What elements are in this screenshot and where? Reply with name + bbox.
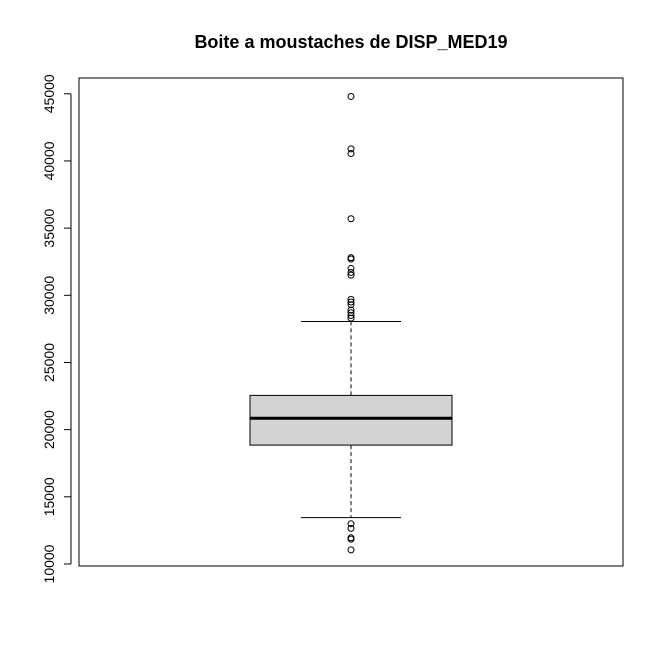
iqr-box bbox=[249, 394, 453, 446]
outlier-point bbox=[347, 271, 355, 279]
y-axis: 10000 15000 20000 25000 30000 35000 40000 45000 bbox=[41, 74, 72, 583]
outlier-point bbox=[347, 255, 355, 263]
outlier-point bbox=[347, 268, 355, 276]
y-tick-label: 25000 bbox=[41, 343, 57, 382]
outliers bbox=[347, 92, 355, 554]
y-tick-label: 35000 bbox=[41, 208, 57, 247]
outlier-point bbox=[347, 309, 355, 317]
outlier-point bbox=[347, 520, 355, 528]
outlier-point bbox=[347, 311, 355, 319]
outlier-point bbox=[347, 306, 355, 314]
plot-frame bbox=[78, 77, 624, 567]
y-tick-label: 15000 bbox=[41, 477, 57, 516]
outlier-point bbox=[347, 145, 355, 153]
y-tick-label: 45000 bbox=[41, 74, 57, 113]
outlier-point bbox=[347, 295, 355, 303]
chart-title: Boite a moustaches de DISP_MED19 bbox=[194, 32, 507, 52]
outlier-point bbox=[347, 150, 355, 158]
y-tick-label: 40000 bbox=[41, 141, 57, 180]
outlier-point bbox=[347, 298, 355, 306]
outlier-point bbox=[347, 92, 355, 100]
outlier-point bbox=[347, 215, 355, 223]
outlier-point bbox=[347, 264, 355, 272]
y-tick-label: 30000 bbox=[41, 276, 57, 315]
outlier-point bbox=[347, 546, 355, 554]
outlier-point bbox=[347, 524, 355, 532]
outlier-point bbox=[347, 301, 355, 309]
outlier-point bbox=[347, 314, 355, 322]
y-tick-label: 10000 bbox=[41, 544, 57, 583]
y-tick-label: 20000 bbox=[41, 410, 57, 449]
box-plot bbox=[249, 320, 453, 519]
outlier-point bbox=[347, 535, 355, 543]
